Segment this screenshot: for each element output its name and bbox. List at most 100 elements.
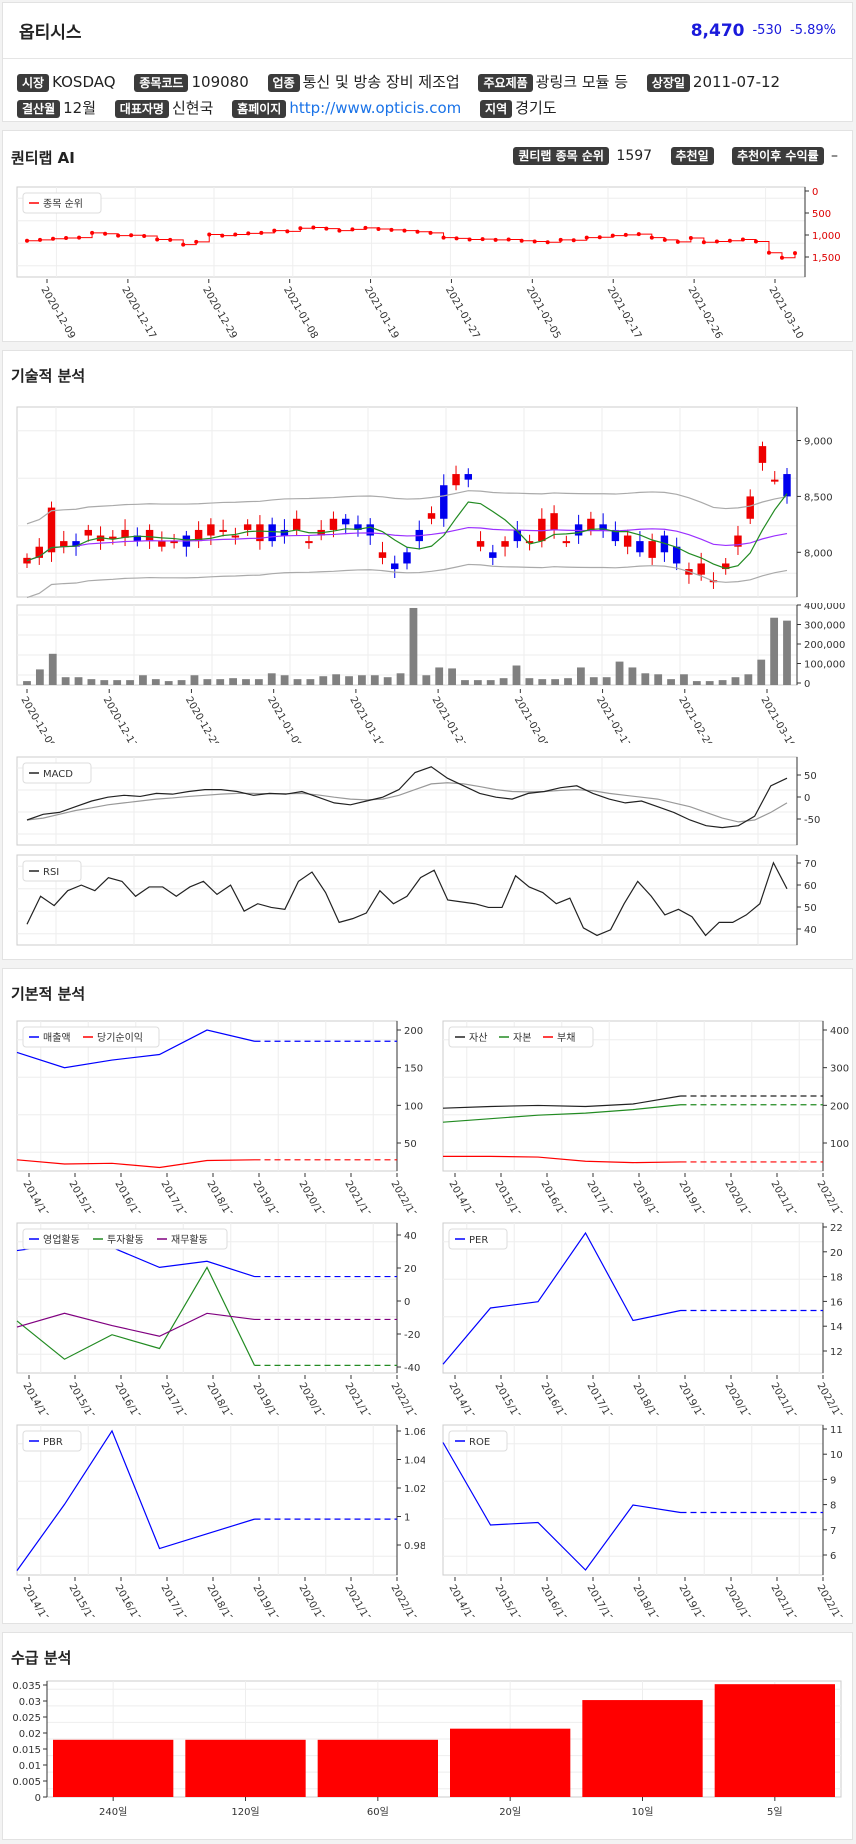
volume-bar bbox=[113, 680, 122, 685]
candle-body bbox=[47, 507, 56, 553]
volume-bar bbox=[499, 678, 508, 685]
x-tick-label: 2021-02-26 bbox=[676, 695, 715, 743]
y-tick-label: 0.01 bbox=[19, 1761, 41, 1772]
candle-body bbox=[758, 446, 767, 463]
series-line bbox=[16, 1159, 255, 1169]
x-tick-label: 10일 bbox=[632, 1806, 654, 1818]
assets-chart: 400 300 200 100 자산 자본 부채 2014/12 2015/12 2016/12 2… bbox=[442, 1020, 849, 1213]
ma-line bbox=[26, 493, 788, 570]
x-tick-label: 2019/12 bbox=[250, 1381, 280, 1415]
legend-label: ROE bbox=[469, 1437, 490, 1448]
y-tick-label: 1 bbox=[404, 1513, 410, 1524]
candle-body bbox=[611, 529, 620, 542]
candle-body bbox=[256, 524, 264, 542]
x-tick-label: 2015/12 bbox=[66, 1583, 96, 1617]
homepage-link[interactable]: http://www.opticis.com bbox=[289, 99, 462, 117]
x-tick-label: 2021-02-17 bbox=[605, 285, 644, 339]
x-tick-label: 2016/12 bbox=[112, 1583, 142, 1617]
series-line bbox=[442, 1104, 681, 1123]
supply-bar bbox=[714, 1684, 835, 1797]
stock-info: 시장 KOSDAQ 종목코드 109080 업종 통신 및 방송 장비 제조업 주요제… bbox=[3, 59, 852, 125]
y-tick-label: 0.035 bbox=[12, 1681, 41, 1692]
x-tick-label: 2015/12 bbox=[492, 1179, 522, 1213]
volume-bar bbox=[345, 676, 353, 685]
x-tick-label: 2017/12 bbox=[158, 1381, 188, 1415]
y-tick-label: 0.98 bbox=[404, 1541, 425, 1552]
volume-bar bbox=[486, 680, 495, 685]
x-tick-label: 2017/12 bbox=[584, 1583, 614, 1617]
volume-bar bbox=[628, 667, 637, 685]
series-line bbox=[16, 1029, 255, 1069]
candle-body bbox=[243, 524, 252, 530]
rec-return-label: 추천이후 수익률 bbox=[732, 147, 824, 165]
candle-body bbox=[341, 518, 350, 525]
volume-bar bbox=[74, 677, 83, 685]
x-tick-label: 240일 bbox=[99, 1806, 127, 1818]
volume-bar bbox=[126, 680, 134, 685]
y-tick-label: 0 bbox=[804, 679, 810, 690]
x-tick-label: 2019/12 bbox=[250, 1583, 280, 1617]
x-tick-label: 2020-12-09 bbox=[38, 285, 77, 339]
cashflow-chart: 40 20 0 -20 -40 영업활동 투자활동 재무활동 2014/12 2015/12 201… bbox=[16, 1222, 420, 1415]
supply-chart: 0.035 0.03 0.025 0.02 0.015 0.01 0.005 0 240일 120… bbox=[12, 1680, 842, 1818]
candle-body bbox=[440, 485, 448, 519]
volume-bar bbox=[641, 673, 650, 685]
volume-bar bbox=[667, 679, 675, 685]
volume-bar bbox=[383, 677, 392, 685]
y-tick-label: 1,000 bbox=[812, 231, 841, 242]
y-tick-label: 500 bbox=[812, 209, 831, 220]
y-tick-label: 20 bbox=[404, 1264, 417, 1275]
bollinger-upper bbox=[26, 490, 788, 525]
y-tick-label: 400 bbox=[830, 1026, 849, 1037]
x-tick-label: 2015/12 bbox=[66, 1179, 96, 1213]
x-tick-label: 2022/12 bbox=[388, 1583, 418, 1617]
volume-bar bbox=[473, 680, 482, 685]
candle-body bbox=[403, 552, 411, 564]
candle-body bbox=[783, 474, 791, 497]
y-tick-label: 0 bbox=[35, 1793, 41, 1804]
x-tick-label: 2014/12 bbox=[446, 1179, 476, 1213]
rank-chart: 0 500 1,000 1,500 종목 순위 2020-12-09 2020-12-17 2… bbox=[16, 186, 841, 339]
x-tick-label: 2019/12 bbox=[676, 1583, 706, 1617]
x-tick-label: 2015/12 bbox=[492, 1381, 522, 1415]
x-tick-label: 2022/12 bbox=[388, 1381, 418, 1415]
legend-box bbox=[22, 1430, 82, 1452]
x-tick-label: 2021-02-17 bbox=[594, 695, 633, 743]
candle-body bbox=[550, 513, 558, 530]
volume-bar bbox=[23, 681, 31, 685]
supply-bar bbox=[185, 1739, 306, 1797]
x-tick-label: 2021-03-10 bbox=[758, 695, 797, 743]
x-tick-label: 2022/12 bbox=[388, 1179, 418, 1213]
x-tick-label: 2016/12 bbox=[112, 1179, 142, 1213]
x-tick-label: 2020-12-09 bbox=[18, 695, 57, 743]
supply-bar bbox=[317, 1739, 438, 1797]
x-tick-label: 2021-03-10 bbox=[766, 285, 805, 339]
legend-label: 영업활동 bbox=[43, 1233, 80, 1246]
candle-body bbox=[305, 541, 313, 544]
sales-chart: 200 150 100 50 매출액 당기순이익 2014/12 2015/12 2016/12… bbox=[16, 1020, 423, 1213]
y-tick-label: 14 bbox=[830, 1322, 843, 1333]
y-tick-label: 16 bbox=[830, 1297, 843, 1308]
y-tick-label: 100,000 bbox=[804, 660, 845, 671]
per-chart: 22 20 18 16 14 12 PER 2014/12 2015/12 2016/12 2017… bbox=[442, 1222, 845, 1415]
series-line bbox=[16, 1266, 256, 1366]
x-tick-label: 2021-01-27 bbox=[443, 285, 482, 339]
legend-label: 자산 bbox=[469, 1032, 487, 1044]
volume-bar bbox=[254, 679, 263, 685]
candle-body bbox=[464, 474, 473, 480]
x-tick-label: 2020/12 bbox=[296, 1583, 326, 1617]
volume-bar bbox=[139, 675, 147, 685]
stock-header: 옵티시스 8,470 -530 -5.89% bbox=[3, 3, 852, 59]
candlestick-chart: 9,000 8,500 8,000 bbox=[16, 406, 833, 599]
rsi-line bbox=[26, 861, 788, 937]
rank-value: 1597 bbox=[616, 148, 653, 164]
volume-bar bbox=[319, 676, 328, 685]
x-tick-label: 2018/12 bbox=[630, 1583, 660, 1617]
roe-chart: 11 10 9 8 7 6 ROE 2014/12 2015/12 2016/12 2017/12 2… bbox=[442, 1424, 845, 1617]
supply-bar bbox=[53, 1739, 174, 1797]
y-tick-label: 6 bbox=[830, 1551, 836, 1562]
y-tick-label: 11 bbox=[830, 1425, 843, 1436]
series-line bbox=[442, 1442, 681, 1571]
legend-label: 종목 순위 bbox=[43, 197, 83, 210]
legend-label: PER bbox=[469, 1235, 488, 1246]
